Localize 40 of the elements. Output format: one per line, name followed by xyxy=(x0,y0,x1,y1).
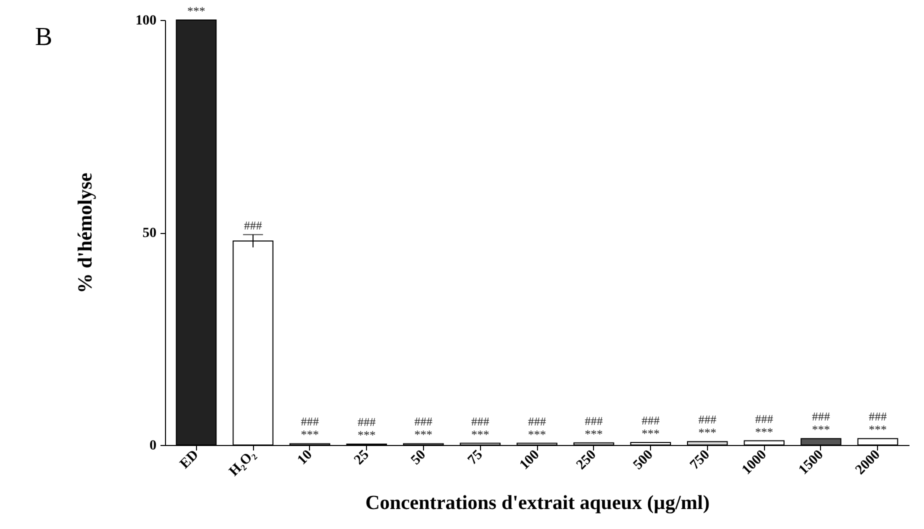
x-tick-label: 10 xyxy=(294,448,316,468)
annotation: *** xyxy=(471,427,490,442)
y-tick-label: 0 xyxy=(150,438,156,454)
annotation: *** xyxy=(698,426,716,440)
annotation: *** xyxy=(300,428,319,442)
annotation: ### xyxy=(471,414,490,428)
annotation: ### xyxy=(698,412,716,427)
x-tick-label: 100 xyxy=(517,448,543,474)
x-tick-label: 75 xyxy=(465,448,486,468)
annotation: *** xyxy=(358,428,376,442)
x-tick-label: ED xyxy=(178,448,202,472)
x-tick-label: H₂O₂ xyxy=(226,448,259,480)
annotation: *** xyxy=(755,424,774,439)
annotation: ### xyxy=(414,414,432,429)
annotation: ### xyxy=(244,218,262,233)
x-tick-label: 25 xyxy=(352,448,372,468)
annotation: ### xyxy=(642,413,660,428)
annotation: *** xyxy=(812,422,830,437)
annotation: ### xyxy=(812,410,830,424)
annotation: *** xyxy=(414,428,432,442)
annotation: *** xyxy=(187,4,206,18)
annotation: ### xyxy=(300,414,319,429)
annotation: *** xyxy=(868,422,887,437)
x-tick-label: 500 xyxy=(630,448,656,474)
annotation: ### xyxy=(868,410,887,424)
annotation: ### xyxy=(584,414,603,428)
chart-title: B xyxy=(35,22,52,51)
annotation: ### xyxy=(358,415,376,430)
x-tick-label: 250 xyxy=(574,448,600,474)
y-tick-label: 100 xyxy=(136,14,156,28)
x-axis-title: Concentrations d'extrait aqueux (µg/ml) xyxy=(365,492,710,514)
annotation: ### xyxy=(528,414,546,428)
x-tick-label: 750 xyxy=(688,448,714,474)
annotation: ### xyxy=(755,412,774,426)
annotation: *** xyxy=(584,426,603,441)
y-axis-title: % d'hémolyse xyxy=(74,172,96,294)
x-tick-label: 50 xyxy=(408,448,430,468)
y-tick-label: 50 xyxy=(142,226,156,241)
annotation: *** xyxy=(642,426,660,440)
annotation: *** xyxy=(528,427,546,442)
